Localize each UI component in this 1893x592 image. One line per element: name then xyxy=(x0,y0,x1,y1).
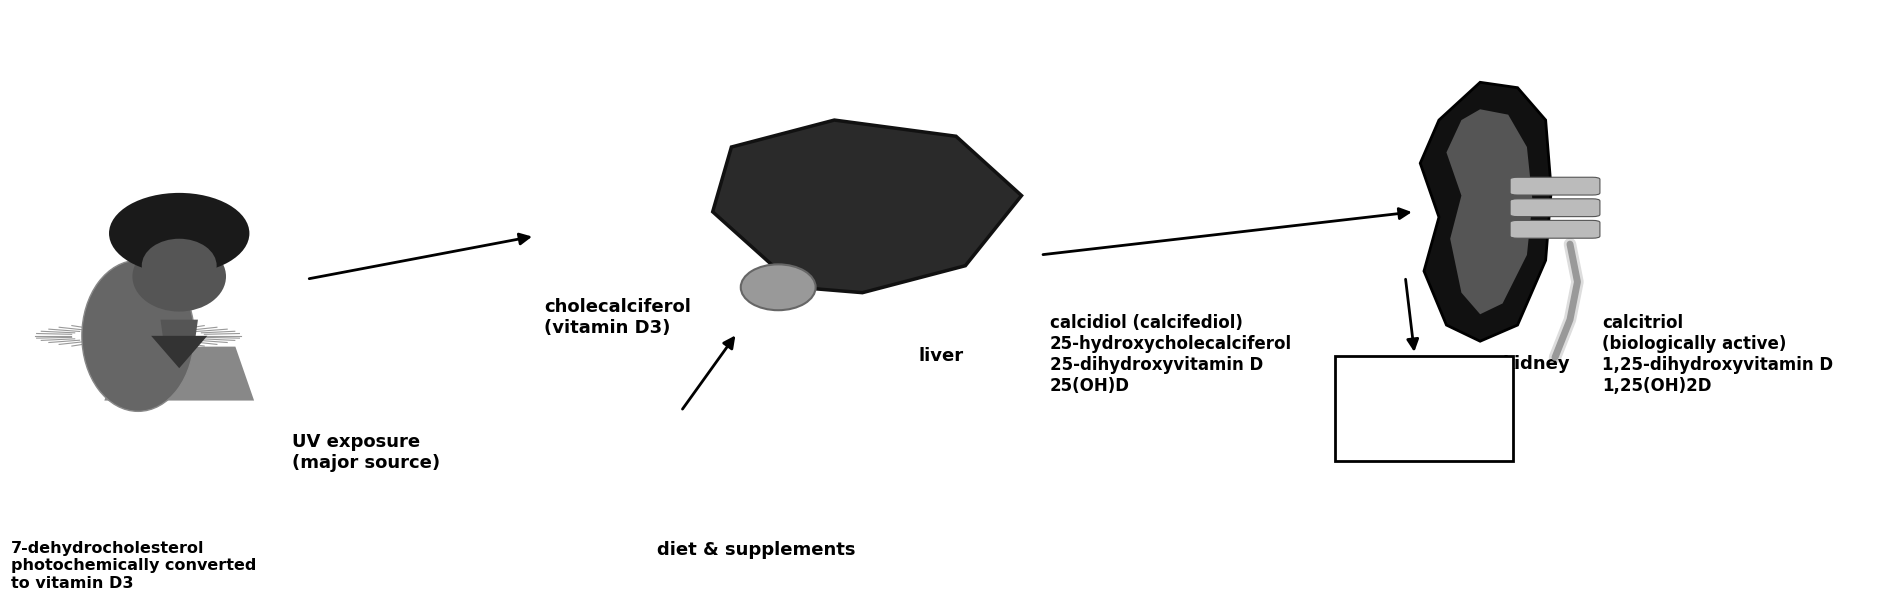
Polygon shape xyxy=(712,120,1022,292)
Text: UV exposure
(major source): UV exposure (major source) xyxy=(292,433,439,472)
Ellipse shape xyxy=(133,242,225,311)
Ellipse shape xyxy=(81,260,195,411)
Text: 7-dehydrocholesterol
photochemically converted
to vitamin D3: 7-dehydrocholesterol photochemically con… xyxy=(11,541,256,591)
Text: cholecalciferol
(vitamin D3): cholecalciferol (vitamin D3) xyxy=(543,298,691,337)
Text: calcidiol (calcifediol)
25-hydroxycholecalciferol
25-dihydroxyvitamin D
25(OH)D: calcidiol (calcifediol) 25-hydroxycholec… xyxy=(1049,314,1291,395)
FancyBboxPatch shape xyxy=(1335,356,1513,461)
Polygon shape xyxy=(104,347,254,401)
Text: liver: liver xyxy=(918,347,964,365)
Text: calcitriol
(biologically active)
1,25-dihydroxyvitamin D
1,25(OH)2D: calcitriol (biologically active) 1,25-di… xyxy=(1601,314,1832,395)
Polygon shape xyxy=(1420,82,1550,341)
Polygon shape xyxy=(161,320,199,347)
Polygon shape xyxy=(1446,110,1533,314)
Ellipse shape xyxy=(740,265,816,310)
FancyBboxPatch shape xyxy=(1511,220,1600,238)
Text: immune
system: immune system xyxy=(1384,390,1465,428)
FancyBboxPatch shape xyxy=(1511,177,1600,195)
Text: diet & supplements: diet & supplements xyxy=(657,541,856,559)
Polygon shape xyxy=(151,336,208,368)
Ellipse shape xyxy=(142,239,216,292)
Ellipse shape xyxy=(110,193,250,274)
FancyBboxPatch shape xyxy=(1511,199,1600,217)
Text: kidney: kidney xyxy=(1503,355,1569,373)
